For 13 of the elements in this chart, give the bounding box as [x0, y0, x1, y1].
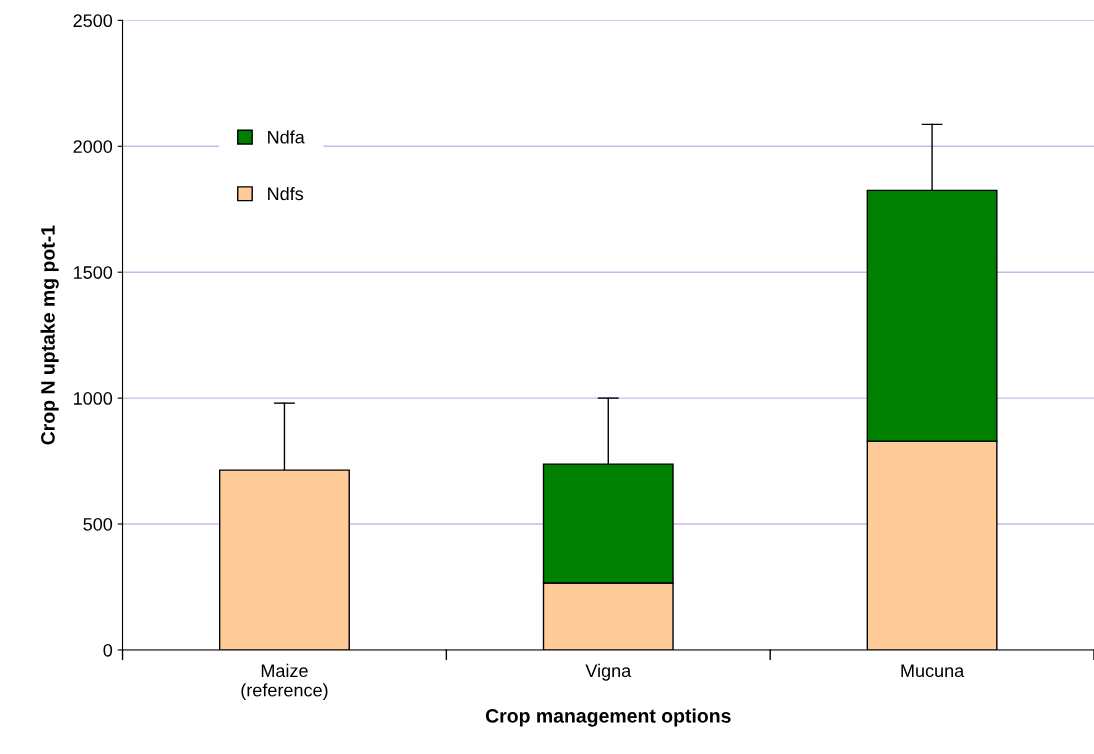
- x-axis-title: Crop management options: [485, 708, 731, 727]
- y-tick-label: 500: [83, 517, 113, 531]
- legend-label: Ndfa: [268, 130, 305, 144]
- y-axis-title: Crop N uptake mg pot-1: [40, 225, 59, 445]
- y-tick-label: 1500: [74, 266, 113, 279]
- legend-label: Ndfs: [268, 186, 304, 201]
- y-tick-label: 0: [103, 643, 113, 657]
- y-tick-label: 1000: [74, 392, 113, 405]
- y-tick-label: 2000: [73, 140, 113, 153]
- x-tick-label: Vigna: [585, 663, 632, 681]
- y-tick-label: 2500: [73, 14, 113, 28]
- x-tick-label: Mucuna: [901, 664, 965, 678]
- x-tick-label: Maize (reference): [241, 663, 328, 701]
